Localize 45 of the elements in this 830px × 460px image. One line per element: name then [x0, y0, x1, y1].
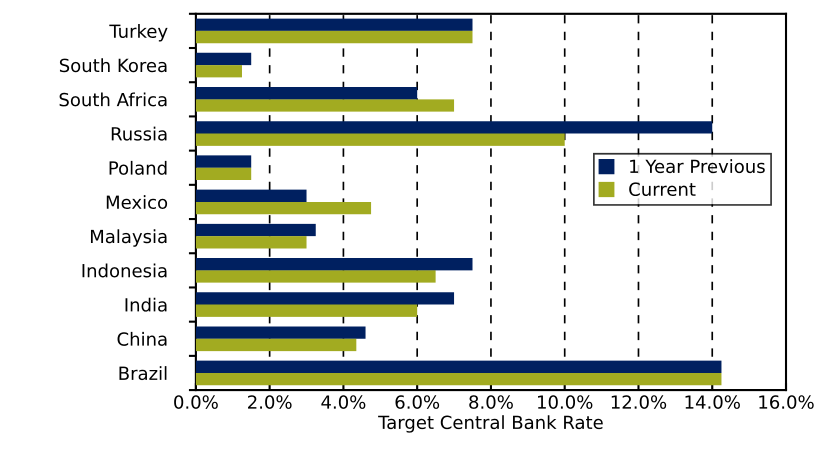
- bar: [196, 270, 436, 283]
- y-tick-label: Poland: [110, 160, 166, 175]
- bar: [196, 372, 722, 386]
- x-tick-label: 14.0%: [686, 395, 740, 409]
- bar: [196, 258, 473, 270]
- legend-label: 1 Year Previous: [630, 159, 765, 174]
- x-tick-label: 2.0%: [248, 395, 292, 409]
- y-tick-label: Malaysia: [90, 229, 166, 247]
- bar: [196, 236, 307, 248]
- x-tick-label: 4.0%: [321, 395, 366, 409]
- bar: [196, 190, 307, 202]
- y-tick-label: Indonesia: [82, 263, 166, 278]
- bar: [196, 87, 418, 100]
- y-tick-label: Brazil: [119, 366, 166, 380]
- bar: [196, 360, 722, 373]
- y-tick-label: Russia: [112, 126, 166, 141]
- x-tick-label: 6.0%: [396, 395, 440, 409]
- y-tick-label: China: [118, 332, 166, 346]
- bar: [196, 224, 316, 236]
- y-tick-label: South Africa: [60, 92, 166, 106]
- bar: [196, 202, 372, 214]
- bar: [196, 30, 473, 44]
- x-tick-label: 10.0%: [538, 395, 592, 409]
- x-tick-label: 0.0%: [174, 395, 218, 409]
- y-tick-label: India: [126, 298, 166, 312]
- x-tick-label: 8.0%: [469, 395, 513, 409]
- bar: [196, 121, 712, 134]
- x-tick-label: 16.0%: [759, 395, 814, 409]
- bar: [196, 99, 454, 112]
- bar: [196, 304, 418, 317]
- bar: [196, 65, 242, 78]
- y-tick-label: South Korea: [60, 58, 166, 72]
- bar: [196, 134, 565, 146]
- bar: [196, 292, 454, 305]
- bar: [196, 52, 252, 66]
- bar: [196, 168, 252, 180]
- bar: [196, 18, 473, 31]
- x-axis-title: Target Central Bank Rate: [378, 415, 603, 433]
- y-tick-label: Mexico: [106, 195, 168, 210]
- y-tick-label: Turkey: [109, 24, 168, 42]
- bar: [196, 326, 366, 339]
- x-tick-label: 12.0%: [612, 395, 666, 409]
- legend-label: Current: [629, 182, 696, 196]
- bar: [196, 155, 252, 168]
- bar: [196, 338, 356, 352]
